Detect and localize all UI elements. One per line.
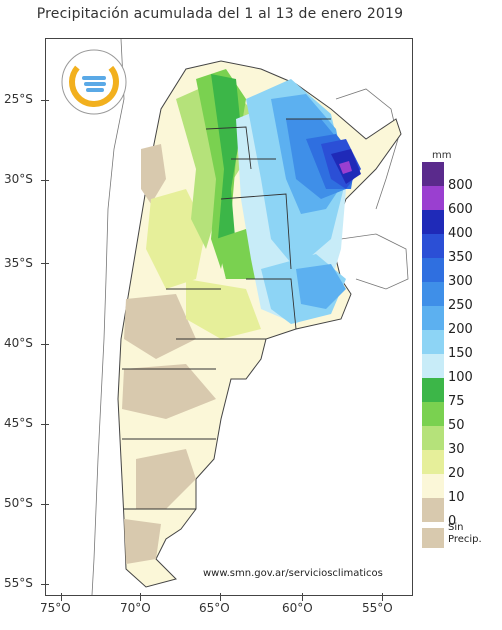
precipitation-map — [91, 39, 409, 595]
lat-tick — [41, 344, 49, 345]
legend-swatch — [422, 330, 444, 354]
legend-swatch — [422, 306, 444, 330]
legend-label: 20 — [448, 466, 465, 481]
no-precip-patch — [141, 144, 166, 204]
legend-label: 10 — [448, 490, 465, 505]
legend-swatch-no-precip — [422, 528, 444, 548]
legend-swatch — [422, 426, 444, 450]
legend-swatch — [422, 354, 444, 378]
legend-swatch — [422, 210, 444, 234]
lat-tick — [41, 424, 49, 425]
legend-swatch — [422, 258, 444, 282]
legend-swatch — [422, 162, 444, 186]
lat-tick — [41, 504, 49, 505]
lon-tick — [382, 593, 383, 601]
no-precip-patch — [122, 364, 216, 419]
lat-label: 45°S — [4, 416, 33, 430]
lon-tick — [140, 593, 141, 601]
precip-600-800 — [339, 161, 352, 174]
legend-swatch — [422, 402, 444, 426]
lat-label: 35°S — [4, 256, 33, 270]
lat-label: 25°S — [4, 92, 33, 106]
smn-logo — [61, 49, 127, 115]
neighbor-outline — [91, 39, 125, 595]
lon-tick — [302, 593, 303, 601]
uruguay-outline — [340, 233, 409, 290]
legend-label: 50 — [448, 418, 465, 433]
lat-label: 50°S — [4, 496, 33, 510]
legend-label: 150 — [448, 346, 473, 361]
lat-label: 55°S — [4, 576, 33, 590]
lon-label: 65°O — [199, 601, 230, 615]
map-title: Precipitación acumulada del 1 al 13 de e… — [36, 6, 404, 22]
precip-10-20 — [146, 189, 206, 289]
legend-label: 400 — [448, 226, 473, 241]
no-precip-patch — [124, 294, 196, 359]
lat-label: 30°S — [4, 172, 33, 186]
legend-label: 250 — [448, 298, 473, 313]
lon-tick — [61, 593, 62, 601]
legend-swatch — [422, 498, 444, 522]
legend-label: 800 — [448, 178, 473, 193]
lon-label: 55°O — [362, 601, 393, 615]
legend-swatch — [422, 282, 444, 306]
source-credit: www.smn.gov.ar/serviciosclimaticos — [203, 568, 383, 579]
legend-swatch — [422, 450, 444, 474]
lon-tick — [220, 593, 221, 601]
province-borders — [122, 118, 331, 510]
legend-label: 350 — [448, 250, 473, 265]
legend-label: 30 — [448, 442, 465, 457]
precip-75 — [211, 74, 241, 279]
lat-tick — [41, 584, 49, 585]
lat-tick — [41, 100, 49, 101]
map-frame — [45, 38, 413, 596]
legend-label: 600 — [448, 202, 473, 217]
lon-label: 60°O — [282, 601, 313, 615]
lat-tick — [41, 263, 49, 264]
legend-label: 100 — [448, 370, 473, 385]
legend-label: 75 — [448, 394, 465, 409]
lat-label: 40°S — [4, 336, 33, 350]
lon-label: 75°O — [40, 601, 71, 615]
no-precip-patch — [124, 519, 161, 564]
legend-swatch — [422, 474, 444, 498]
lon-label: 70°O — [120, 601, 151, 615]
lat-tick — [41, 180, 49, 181]
no-precip-patch — [136, 449, 196, 509]
precip-200-250 — [296, 264, 346, 309]
legend-no-precip-label: Sin Precip. — [448, 522, 482, 545]
legend-label: 0 — [448, 514, 457, 529]
legend: mm 800 600 400 350 300 250 200 150 100 75 50 30 20 10… — [422, 150, 502, 550]
legend-swatch — [422, 186, 444, 210]
legend-swatch — [422, 378, 444, 402]
legend-label: 200 — [448, 322, 473, 337]
legend-swatch — [422, 234, 444, 258]
precip-10-20 — [186, 279, 261, 339]
legend-label: 300 — [448, 274, 473, 289]
legend-unit: mm — [432, 150, 452, 161]
